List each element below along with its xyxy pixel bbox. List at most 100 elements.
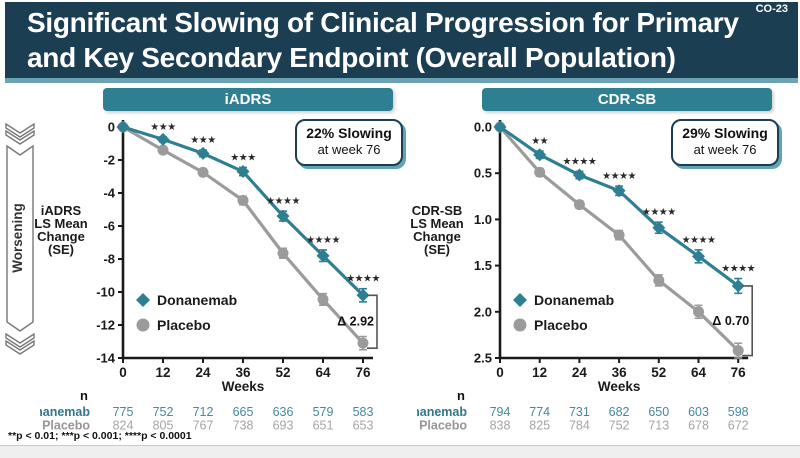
n-table: n Donanemab 794 774 731 682 650 603 598 Placebo 83…	[417, 388, 749, 433]
svg-text:1.0: 1.0	[474, 212, 492, 227]
svg-text:Donanemab: Donanemab	[417, 405, 467, 419]
diamond-marker	[356, 288, 370, 302]
svg-text:★★★★: ★★★★	[721, 264, 755, 275]
svg-text:★★★: ★★★	[150, 122, 176, 133]
svg-text:12: 12	[532, 365, 547, 380]
svg-text:0.0: 0.0	[474, 120, 492, 135]
circle-marker	[277, 247, 289, 259]
svg-text:24: 24	[572, 365, 588, 380]
circle-marker	[613, 229, 625, 241]
svg-text:1.5: 1.5	[474, 258, 492, 273]
circle-marker	[197, 166, 209, 178]
slowing-callout-iadrs: 22% Slowing at week 76	[295, 119, 403, 166]
chart-header-iadrs: iADRS	[103, 88, 393, 111]
slowing-callout-cdrsb: 29% Slowing at week 76	[671, 119, 779, 166]
svg-text:Δ 2.92: Δ 2.92	[337, 315, 374, 329]
legend-diamond-icon	[136, 293, 150, 307]
title-line-1: Significant Slowing of Clinical Progress…	[27, 7, 739, 38]
circle-marker	[653, 274, 665, 286]
svg-text:838: 838	[490, 419, 511, 433]
svg-text:825: 825	[529, 419, 550, 433]
title-bar: Significant Slowing of Clinical Progress…	[5, 2, 798, 83]
circle-marker	[534, 166, 546, 178]
svg-text:2.5: 2.5	[474, 351, 492, 366]
svg-text:Placebo: Placebo	[534, 317, 588, 333]
iadrs-chart: 0-2-4-6-8-10-12-140 12 24 36 52 64 76Weeks★★★★…	[40, 120, 381, 433]
diamond-marker	[276, 209, 290, 223]
svg-text:36: 36	[612, 365, 628, 380]
svg-text:★★★★: ★★★★	[642, 207, 676, 218]
diamond-marker	[236, 165, 250, 179]
svg-text:-4: -4	[103, 186, 115, 201]
svg-text:★★★: ★★★	[230, 152, 256, 163]
svg-text:0: 0	[108, 120, 115, 135]
svg-text:Weeks: Weeks	[222, 379, 265, 394]
circle-marker	[317, 293, 329, 305]
donanemab-series	[493, 120, 745, 295]
svg-text:752: 752	[153, 405, 174, 419]
svg-text:★★★★: ★★★★	[266, 196, 300, 207]
svg-text:603: 603	[688, 405, 709, 419]
diamond-marker	[692, 249, 705, 263]
donanemab-series	[116, 120, 370, 303]
svg-text:n: n	[80, 388, 88, 403]
axes: 0.0 0.5 1.0 1.5 2.0 2.5 0 12 24 36 52 64 76 Weeks	[474, 120, 749, 394]
worsening-arrow-icon	[5, 122, 35, 355]
legend: Donanemab Placebo	[136, 292, 237, 333]
svg-text:-12: -12	[96, 318, 115, 333]
svg-text:0: 0	[119, 365, 127, 380]
svg-text:★★★: ★★★	[190, 135, 216, 146]
legend-circle-icon	[513, 318, 527, 332]
circle-marker	[237, 194, 249, 206]
svg-text:824: 824	[113, 419, 134, 433]
circle-marker	[357, 337, 369, 349]
legend-diamond-icon	[513, 293, 527, 307]
svg-text:36: 36	[235, 365, 251, 380]
svg-text:805: 805	[153, 419, 174, 433]
svg-text:12: 12	[155, 365, 170, 380]
cdrsb-y-axis-label: CDR-SB LS Mean Change (SE)	[410, 203, 464, 257]
svg-text:682: 682	[609, 405, 630, 419]
circle-marker	[693, 306, 704, 318]
svg-text:-2: -2	[103, 153, 115, 168]
svg-text:-14: -14	[96, 351, 116, 366]
svg-text:76: 76	[355, 365, 371, 380]
svg-text:665: 665	[233, 405, 254, 419]
svg-text:0: 0	[496, 365, 504, 380]
svg-text:-10: -10	[96, 285, 115, 300]
bottom-strip	[0, 445, 800, 458]
title-line-2: and Key Secondary Endpoint (Overall Popu…	[27, 42, 676, 73]
svg-text:Placebo: Placebo	[157, 317, 211, 333]
svg-text:Donanemab: Donanemab	[40, 405, 90, 419]
svg-text:Δ 0.70: Δ 0.70	[712, 314, 749, 328]
diamond-marker	[156, 132, 170, 146]
svg-text:738: 738	[233, 419, 254, 433]
svg-text:★★★★: ★★★★	[562, 156, 596, 167]
delta-bracket: Δ 2.92	[337, 294, 378, 349]
diamond-marker	[533, 148, 547, 162]
legend: Donanemab Placebo	[513, 292, 614, 333]
svg-text:52: 52	[275, 365, 290, 380]
svg-text:Placebo: Placebo	[42, 419, 90, 433]
diamond-marker	[612, 184, 626, 198]
svg-text:0.5: 0.5	[474, 166, 492, 181]
svg-text:Donanemab: Donanemab	[157, 292, 237, 308]
svg-text:579: 579	[313, 405, 334, 419]
svg-text:774: 774	[529, 405, 550, 419]
svg-text:672: 672	[728, 419, 749, 433]
diamond-marker	[316, 249, 330, 263]
svg-text:★★: ★★	[531, 136, 548, 147]
svg-text:-8: -8	[103, 252, 115, 267]
svg-text:76: 76	[731, 365, 747, 380]
diamond-marker	[116, 120, 130, 134]
svg-text:52: 52	[651, 365, 666, 380]
significance-stars: ★★★★★★★★★★★★★★★★★★★★★	[150, 122, 381, 285]
placebo-series	[117, 121, 369, 351]
svg-text:24: 24	[195, 365, 211, 380]
n-table: n Donanemab 775 752 712 665 636 579 583 Placebo 82…	[40, 388, 373, 433]
circle-marker	[157, 144, 169, 156]
cdrsb-chart: 0.00.51.01.52.02.50 12 24 36 52 64 76Weeks★★★★…	[417, 120, 756, 433]
iadrs-y-axis-label: iADRS LS Mean Change (SE)	[34, 203, 88, 257]
